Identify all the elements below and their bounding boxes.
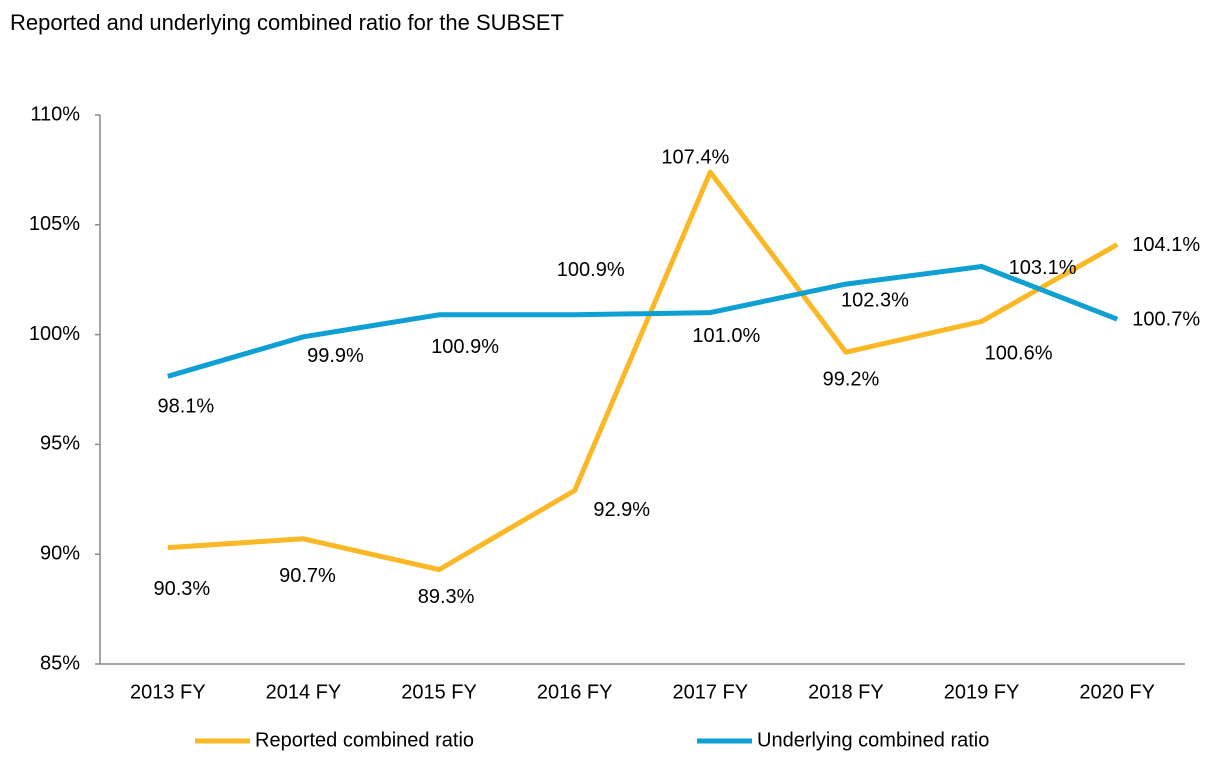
y-tick-label: 110% [30, 103, 80, 125]
x-tick-label: 2019 FY [944, 681, 1020, 703]
y-tick-label: 90% [40, 542, 80, 564]
data-label: 99.9% [307, 345, 364, 367]
data-label: 104.1% [1132, 234, 1200, 256]
data-label: 100.9% [557, 259, 625, 281]
data-label: 92.9% [593, 499, 650, 521]
data-label: 100.6% [985, 343, 1053, 365]
x-tick-label: 2016 FY [537, 681, 613, 703]
x-tick-label: 2015 FY [401, 681, 477, 703]
data-label: 89.3% [418, 586, 475, 608]
data-label: 103.1% [1009, 257, 1077, 279]
y-tick-label: 85% [40, 652, 80, 674]
data-label: 100.9% [431, 336, 499, 358]
y-tick-label: 100% [29, 323, 80, 345]
data-label: 102.3% [841, 289, 909, 311]
series-line [167, 264, 1119, 379]
y-tick-label: 105% [29, 213, 80, 235]
x-tick-label: 2014 FY [266, 681, 342, 703]
data-label: 100.7% [1132, 309, 1200, 331]
data-label: 90.7% [279, 565, 336, 587]
x-tick-label: 2020 FY [1079, 681, 1155, 703]
series-line [167, 169, 1119, 573]
legend-label: Underlying combined ratio [757, 729, 989, 751]
x-tick-label: 2013 FY [130, 681, 206, 703]
data-label: 101.0% [692, 325, 760, 347]
chart-title: Reported and underlying combined ratio f… [10, 10, 564, 35]
x-tick-label: 2017 FY [673, 681, 749, 703]
legend-label: Reported combined ratio [255, 729, 474, 751]
data-label: 107.4% [661, 146, 729, 168]
data-label: 98.1% [157, 396, 214, 418]
y-tick-label: 95% [40, 433, 80, 455]
x-tick-label: 2018 FY [808, 681, 884, 703]
data-label: 99.2% [823, 368, 880, 390]
data-label: 90.3% [153, 578, 210, 600]
